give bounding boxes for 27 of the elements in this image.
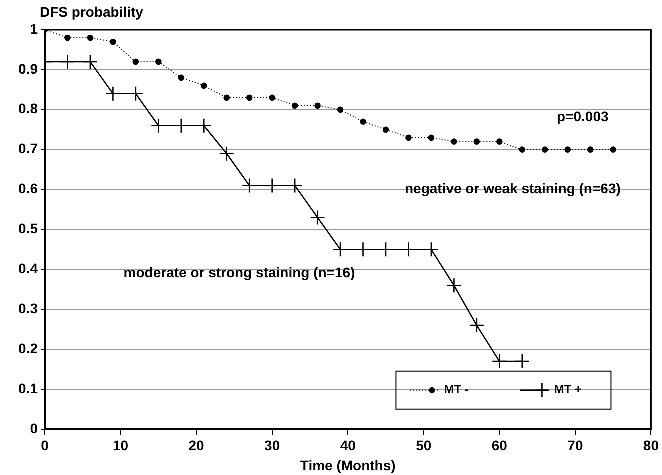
x-tick-label: 80 (643, 438, 660, 454)
y-tick-label: 0.4 (18, 260, 38, 276)
y-tick-label: 0.2 (18, 340, 38, 356)
x-tick-label: 40 (340, 438, 356, 454)
x-tick-label: 50 (416, 438, 432, 454)
y-tick-label: 0.7 (18, 140, 38, 157)
y-tick-label: 0 (30, 420, 38, 436)
x-tick-label: 30 (264, 438, 280, 454)
x-tick-label: 0 (41, 438, 50, 454)
legend-label: MT - (444, 382, 469, 397)
y-tick-label: 0.1 (18, 380, 38, 396)
x-axis-title: Time (Months) (300, 457, 396, 474)
annotation: moderate or strong staining (n=16) (124, 264, 356, 280)
x-tick-label: 70 (568, 438, 584, 454)
y-tick-label: 0.6 (18, 180, 38, 197)
legend-label: MT + (554, 382, 582, 397)
annotation: p=0.003 (557, 108, 609, 125)
y-tick-label: 1 (30, 20, 38, 37)
y-tick-label: 0.5 (18, 220, 38, 237)
y-tick-label: 0.3 (18, 300, 38, 316)
annotation: negative or weak staining (n=63) (404, 180, 621, 197)
x-tick-label: 20 (188, 438, 205, 454)
y-tick-label: 0.8 (18, 100, 38, 117)
x-tick-label: 10 (112, 438, 129, 454)
x-tick-label: 60 (492, 438, 508, 454)
y-tick-label: 0.9 (18, 60, 38, 77)
y-axis-title: DFS probability (40, 4, 144, 20)
